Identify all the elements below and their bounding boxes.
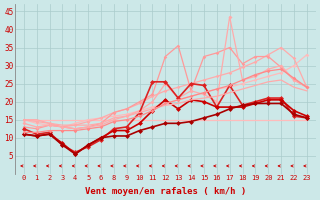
X-axis label: Vent moyen/en rafales ( km/h ): Vent moyen/en rafales ( km/h ) xyxy=(85,187,246,196)
